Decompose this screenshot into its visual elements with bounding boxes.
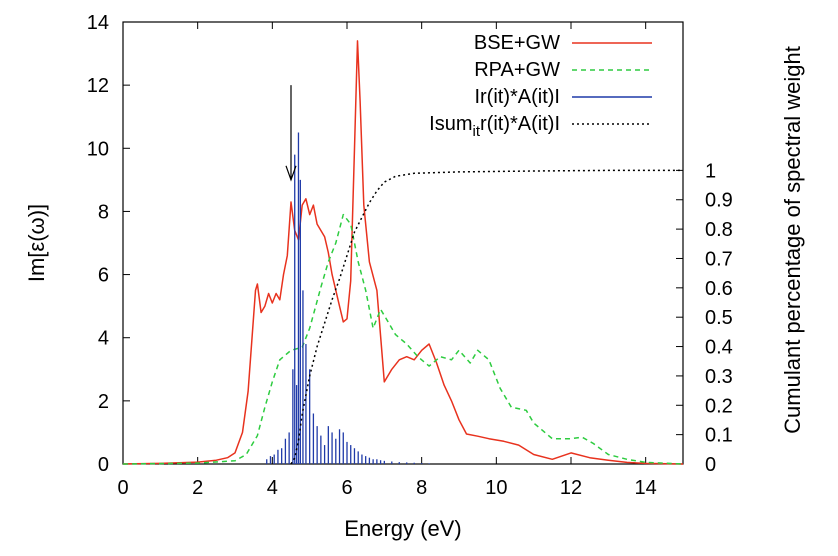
x-axis-title: Energy (eV): [344, 516, 461, 541]
legend-item-r-a: Ir(it)*A(it)I: [474, 86, 652, 108]
series-1-line: [122, 213, 684, 465]
legend-item-bse-gw: BSE+GW: [474, 32, 652, 54]
legend-label-rpa-gw: RPA+GW: [474, 59, 560, 81]
legend-label-r-a: Ir(it)*A(it)I: [474, 86, 560, 108]
series-layer: [122, 40, 684, 465]
legend: BSE+GW RPA+GW Ir(it)*A(it)I Isumitr(it)*…: [429, 32, 652, 140]
y-tick-label: 6: [98, 265, 109, 287]
y2-tick-label: 0.1: [705, 425, 733, 447]
legend-label-sum-subscript: it: [473, 123, 481, 140]
y-tick-label: 12: [87, 75, 109, 97]
series-3-line: [290, 169, 683, 465]
ticks-layer: 0 2 4 6 8 10 12 14 0 2 4 6 8 10 12 14 0 0.1 0.2 0.3 0.4 0.5 0.…: [87, 12, 733, 499]
y2-tick-label: 0: [705, 454, 716, 476]
y2-tick-label: 0.6: [705, 278, 733, 300]
legend-item-rpa-gw: RPA+GW: [474, 59, 652, 81]
series-2-impulses: [266, 132, 430, 464]
y-tick-label: 0: [98, 454, 109, 476]
y-tick-label: 14: [87, 12, 109, 34]
y-tick-label: 10: [87, 138, 109, 160]
y-tick-label: 2: [98, 391, 109, 413]
x-tick-label: 12: [560, 477, 582, 499]
y-tick-label: 4: [98, 328, 109, 350]
legend-label-bse-gw: BSE+GW: [474, 32, 560, 54]
y-tick-label: 8: [98, 201, 109, 223]
x-tick-label: 8: [416, 477, 427, 499]
y2-tick-label: 0.3: [705, 366, 733, 388]
y2-tick-label: 0.4: [705, 337, 733, 359]
y2-tick-label: 0.5: [705, 307, 733, 329]
plot-frame: [122, 21, 684, 465]
annotation-layer: [285, 85, 297, 182]
y-axis-title: Im[ε(ω)]: [24, 204, 49, 282]
legend-label-sum-r-a: Isumitr(it)*A(it)I: [429, 113, 560, 140]
x-tick-label: 0: [117, 477, 128, 499]
x-tick-label: 10: [485, 477, 507, 499]
x-tick-label: 6: [341, 477, 352, 499]
x-tick-label: 2: [192, 477, 203, 499]
y2-tick-label: 0.7: [705, 248, 733, 270]
series-0-line: [122, 40, 684, 465]
y2-tick-label: 0.2: [705, 395, 733, 417]
y2-tick-label: 0.8: [705, 219, 733, 241]
legend-label-sum-rest: r(it)*A(it)I: [480, 113, 560, 135]
y2-axis-title: Cumulant percentage of spectral weight: [780, 46, 805, 434]
legend-label-sum-part: Isum: [429, 113, 472, 135]
y2-tick-label: 0.9: [705, 190, 733, 212]
x-tick-label: 14: [635, 477, 657, 499]
y2-tick-label: 1: [705, 160, 716, 182]
x-tick-label: 4: [267, 477, 278, 499]
legend-item-sum-r-a: Isumitr(it)*A(it)I: [429, 113, 652, 140]
annotation-arrow-head: [285, 165, 297, 182]
